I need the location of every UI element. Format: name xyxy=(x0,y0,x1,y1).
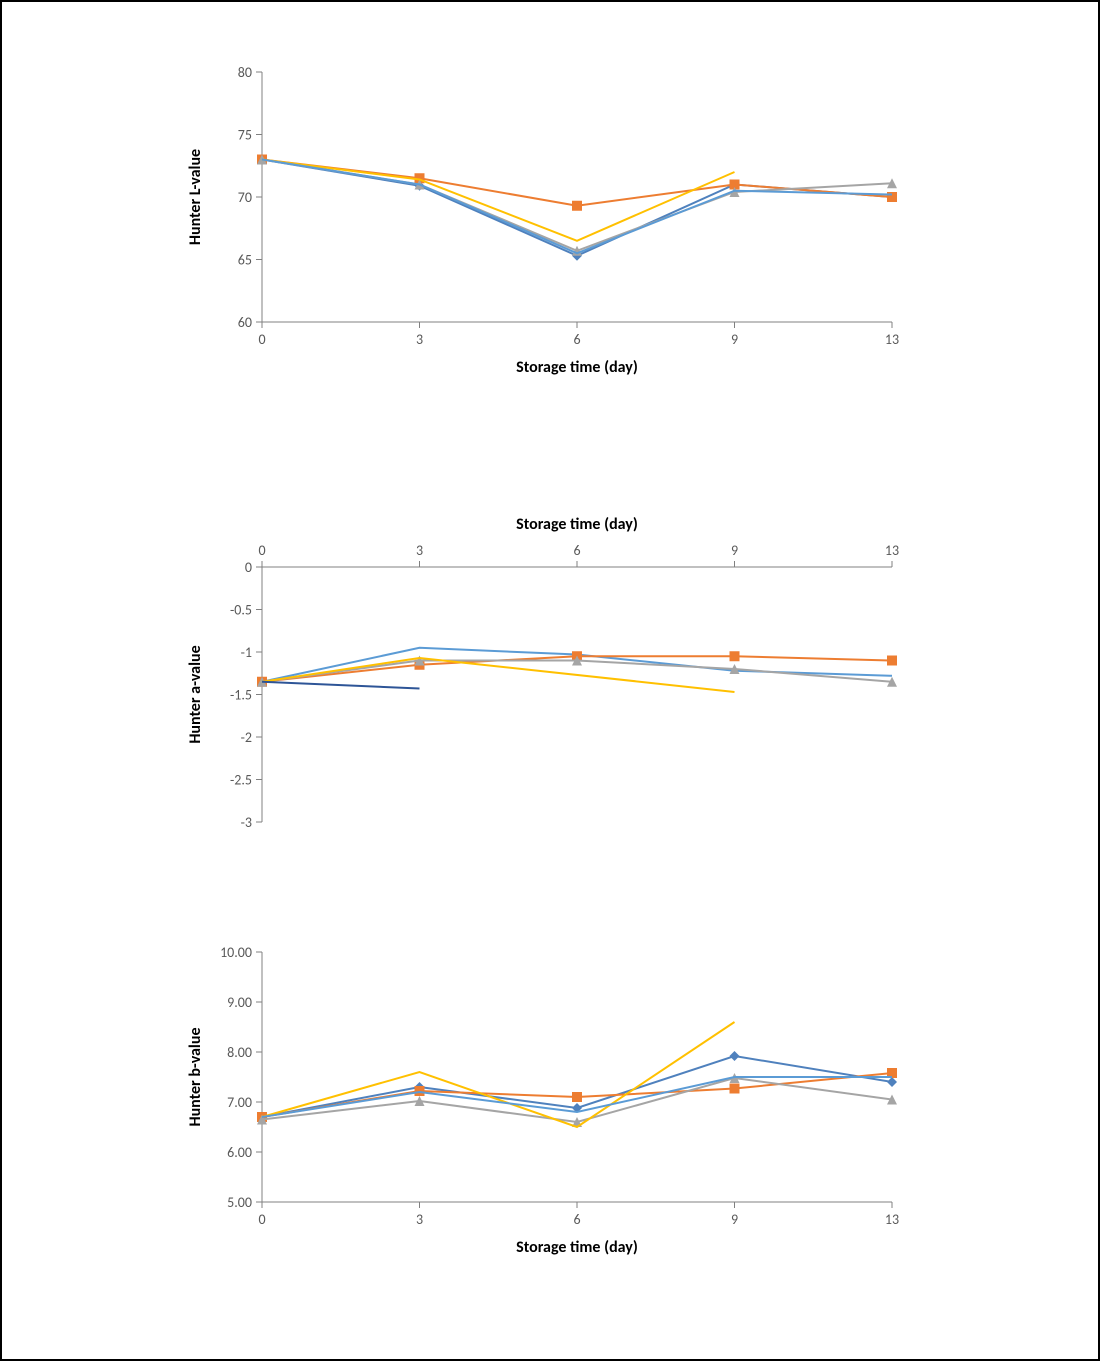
svg-text:6.00: 6.00 xyxy=(227,1144,252,1161)
svg-text:-1.5: -1.5 xyxy=(230,687,252,704)
y-axis-label: Hunter a-value xyxy=(186,645,205,743)
svg-text:60: 60 xyxy=(238,314,252,331)
svg-text:9.00: 9.00 xyxy=(227,994,252,1011)
svg-text:-1: -1 xyxy=(241,644,252,661)
series-marker xyxy=(730,1051,740,1061)
svg-text:80: 80 xyxy=(238,64,252,81)
svg-text:6: 6 xyxy=(573,542,580,559)
svg-text:3: 3 xyxy=(416,542,423,559)
y-axis-label: Hunter L-value xyxy=(186,149,205,245)
hunter-a-chart: 0 -0.5 -1 -1.5 -2 -2.5 -3 0 3 6 9 13 Hunter a-value S… xyxy=(162,502,922,842)
series-marker xyxy=(572,201,582,211)
svg-text:-3: -3 xyxy=(241,814,252,831)
series-line xyxy=(262,682,420,689)
x-axis-label: Storage time (day) xyxy=(516,1238,638,1257)
series-marker xyxy=(887,656,897,666)
svg-text:-0.5: -0.5 xyxy=(230,602,252,619)
series-line xyxy=(262,160,892,206)
svg-text:13: 13 xyxy=(885,1211,899,1228)
svg-text:70: 70 xyxy=(238,189,252,206)
svg-text:3: 3 xyxy=(416,331,423,348)
svg-text:8.00: 8.00 xyxy=(227,1044,252,1061)
series-marker xyxy=(572,1092,582,1102)
series-marker xyxy=(730,651,740,661)
svg-text:-2.5: -2.5 xyxy=(230,772,252,789)
svg-text:0: 0 xyxy=(258,331,265,348)
svg-text:13: 13 xyxy=(885,542,899,559)
x-axis-label: Storage time (day) xyxy=(516,358,638,377)
svg-text:3: 3 xyxy=(416,1211,423,1228)
svg-text:10.00: 10.00 xyxy=(220,944,252,961)
hunter-l-chart: 60 65 70 75 80 0 3 6 9 13 Hunter L-value Storage ti… xyxy=(162,52,922,392)
y-axis-label: Hunter b-value xyxy=(186,1028,205,1127)
svg-text:0: 0 xyxy=(258,1211,265,1228)
svg-text:6: 6 xyxy=(573,1211,580,1228)
svg-text:9: 9 xyxy=(731,331,738,348)
series-marker xyxy=(730,1084,740,1094)
series-marker xyxy=(887,1077,897,1087)
svg-text:65: 65 xyxy=(238,252,252,269)
svg-text:9: 9 xyxy=(731,1211,738,1228)
svg-text:75: 75 xyxy=(238,127,252,144)
svg-text:13: 13 xyxy=(885,331,899,348)
svg-text:0: 0 xyxy=(258,542,265,559)
svg-text:6: 6 xyxy=(573,331,580,348)
svg-text:-2: -2 xyxy=(241,729,252,746)
x-axis-label: Storage time (day) xyxy=(516,515,638,534)
svg-text:9: 9 xyxy=(731,542,738,559)
svg-text:0: 0 xyxy=(245,559,252,576)
svg-text:5.00: 5.00 xyxy=(227,1194,252,1211)
figure-page: { "shared": { "x_categories": ["0", "3",… xyxy=(0,0,1100,1361)
svg-text:7.00: 7.00 xyxy=(227,1094,252,1111)
hunter-b-chart: 5.00 6.00 7.00 8.00 9.00 10.00 0 3 6 9 13 Hunter b-… xyxy=(162,932,922,1272)
